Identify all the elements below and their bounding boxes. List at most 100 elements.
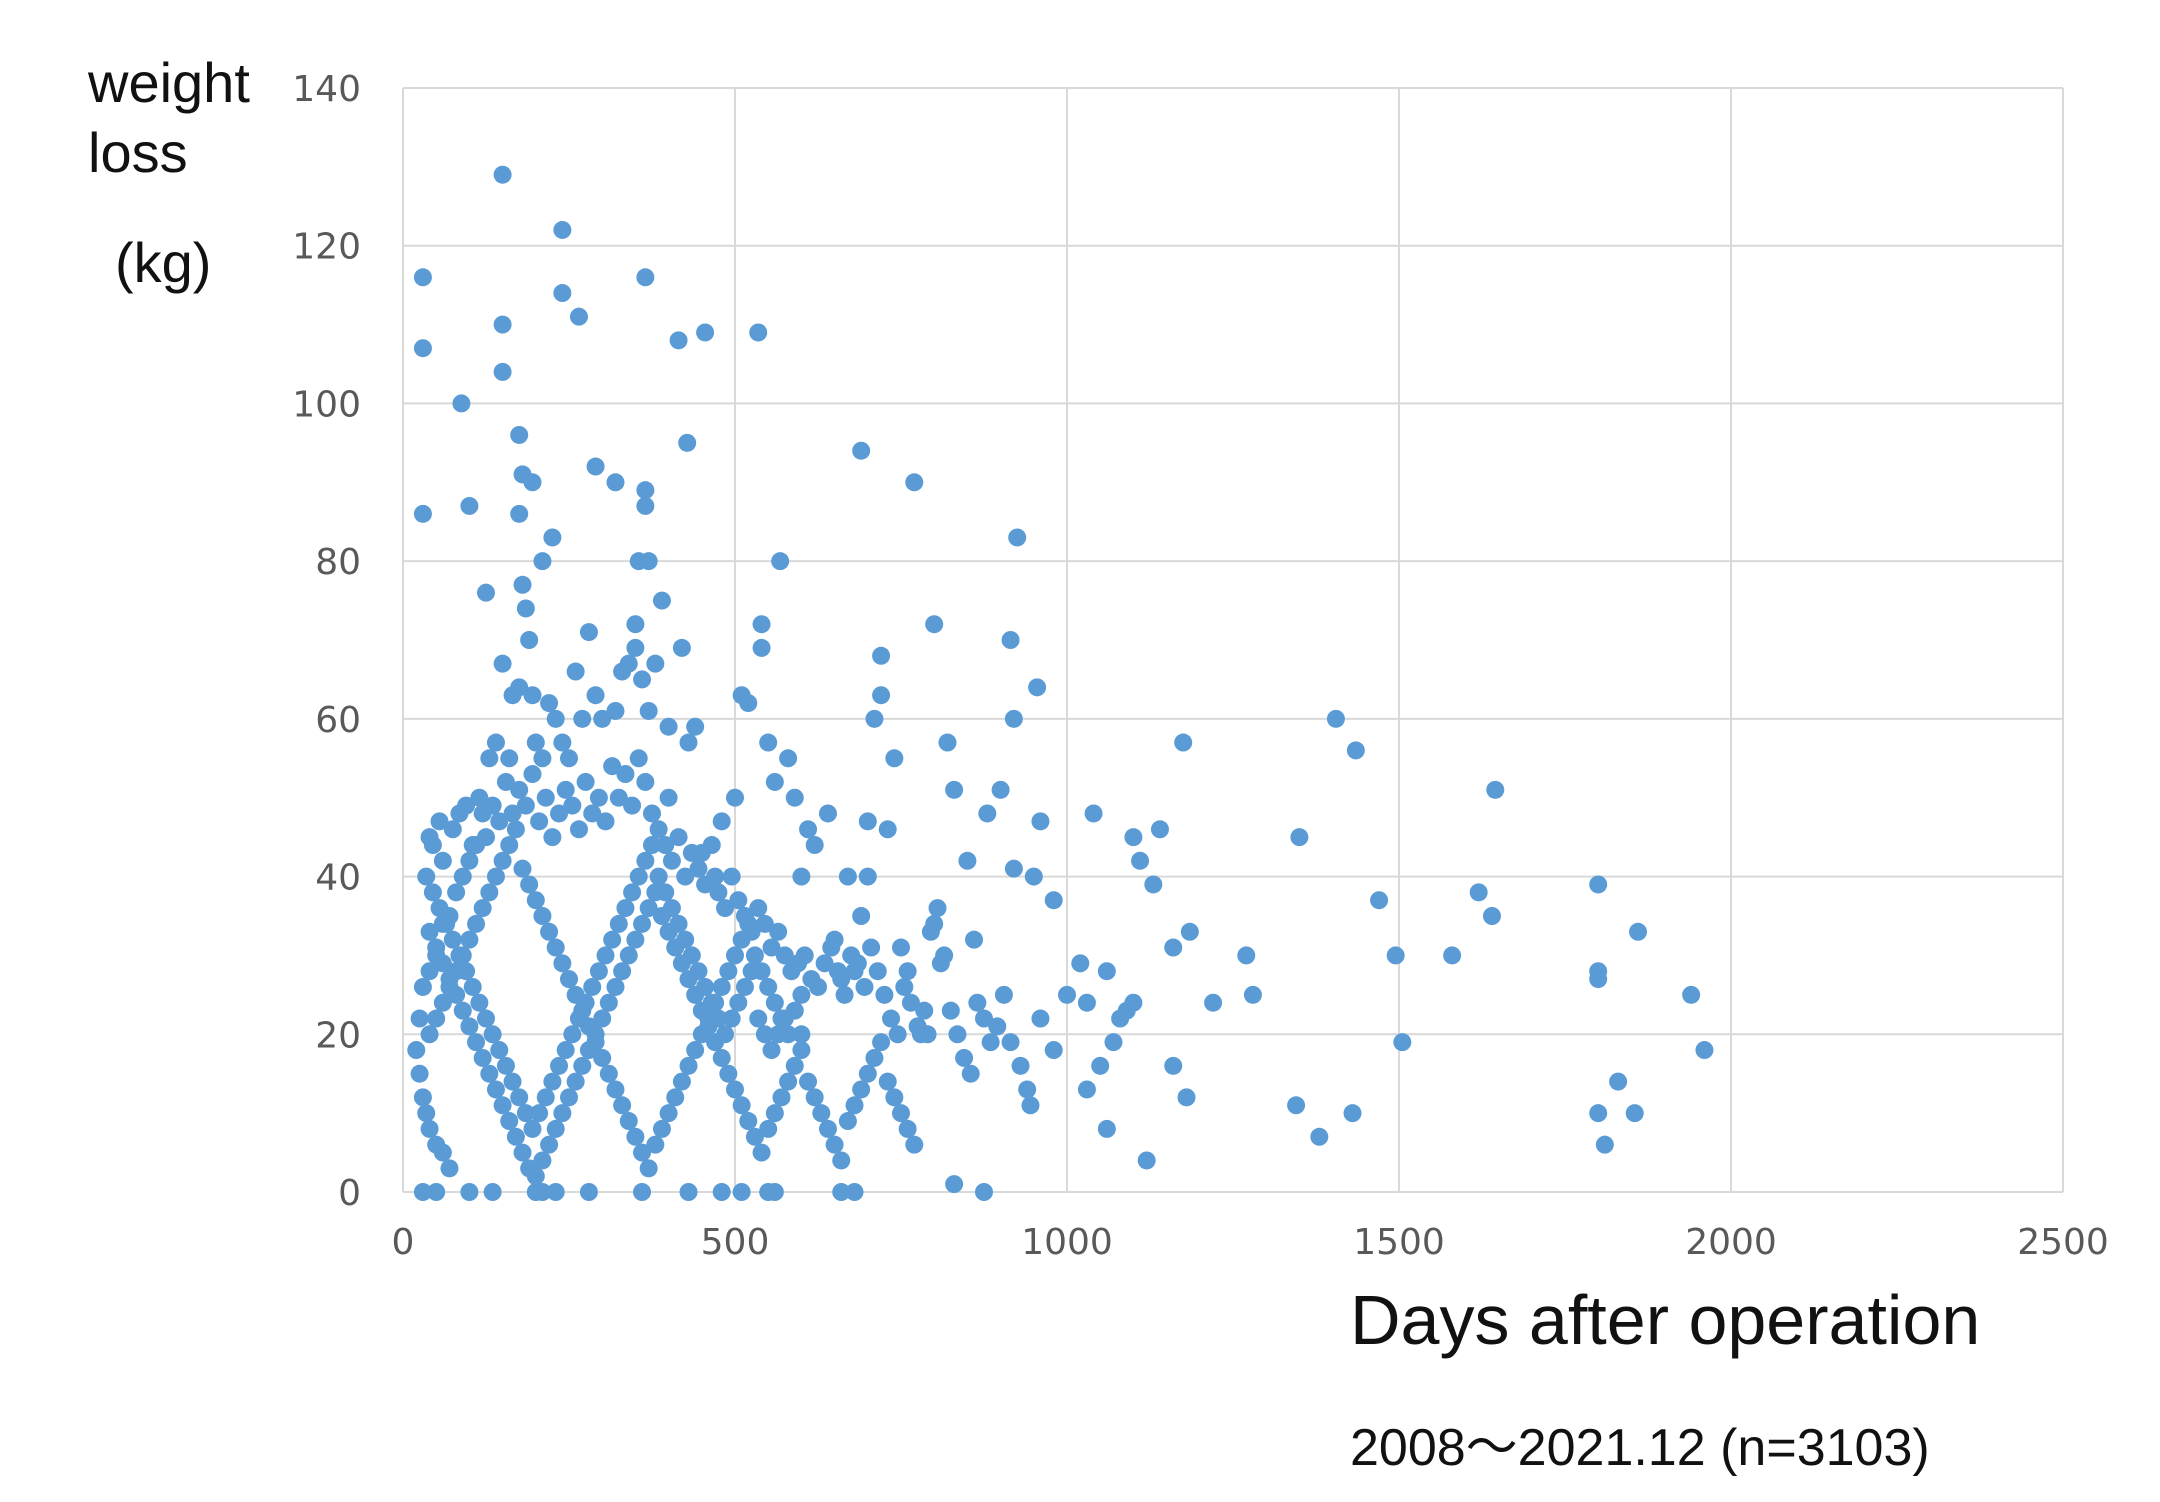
data-point [771, 552, 790, 571]
data-point [1077, 993, 1096, 1012]
data-point [483, 796, 502, 815]
x-tick-label: 1500 [1353, 1222, 1445, 1263]
data-point [799, 1072, 818, 1091]
data-point [765, 1104, 784, 1123]
data-point [633, 1183, 652, 1201]
y-tick-label: 20 [315, 1015, 361, 1056]
data-point [477, 828, 495, 847]
data-point [427, 938, 446, 957]
data-point [872, 686, 891, 705]
data-point [1001, 1033, 1020, 1052]
data-point [872, 1033, 891, 1052]
data-point [1346, 741, 1365, 760]
data-point [573, 1056, 592, 1075]
data-point [1104, 1033, 1123, 1052]
data-point [1028, 678, 1047, 697]
data-point [636, 851, 655, 870]
x-tick-label: 0 [392, 1222, 415, 1263]
data-point [832, 1151, 851, 1170]
data-point [460, 496, 479, 515]
data-point [895, 977, 914, 996]
data-point [795, 946, 814, 965]
data-point [792, 985, 811, 1004]
data-point [1310, 1127, 1329, 1146]
data-point [1164, 938, 1183, 957]
data-point [493, 315, 512, 334]
data-point [769, 922, 788, 941]
data-point [1174, 733, 1193, 752]
data-point [553, 220, 572, 239]
data-point [407, 1041, 426, 1060]
data-point [447, 883, 466, 902]
data-point [530, 1104, 549, 1123]
y-tick-label: 120 [292, 227, 361, 268]
data-point [516, 1104, 535, 1123]
data-point [732, 686, 751, 705]
y-tick-label: 0 [338, 1173, 361, 1214]
data-point [878, 820, 897, 839]
data-point [726, 1080, 744, 1099]
data-point [755, 1025, 774, 1044]
data-point [477, 583, 495, 602]
x-tick-label: 2000 [1685, 1222, 1777, 1263]
data-point [540, 694, 559, 713]
data-point [759, 733, 778, 752]
data-point [546, 1119, 565, 1138]
data-point [805, 1088, 824, 1107]
data-point [629, 867, 648, 886]
data-point [523, 686, 542, 705]
data-point [852, 441, 871, 460]
data-point [785, 788, 804, 807]
data-point [852, 907, 871, 925]
data-point [636, 268, 655, 287]
data-point [586, 1033, 605, 1052]
data-point [470, 788, 489, 807]
data-point [1044, 891, 1063, 910]
data-point [516, 796, 535, 815]
data-point [892, 938, 910, 957]
data-point [775, 946, 794, 965]
data-point [430, 899, 449, 918]
data-point [892, 1104, 910, 1123]
data-point [546, 938, 565, 957]
data-point [480, 749, 499, 768]
data-point [639, 899, 658, 918]
data-point [523, 765, 542, 784]
data-point [1343, 1104, 1362, 1123]
y-tick-label: 40 [315, 858, 361, 899]
y-axis-label-line-3: (kg) [115, 231, 212, 294]
data-point [452, 394, 471, 413]
data-point [792, 1041, 811, 1060]
data-point [566, 662, 585, 681]
data-point [646, 654, 665, 673]
data-point [486, 733, 505, 752]
data-point [682, 843, 701, 862]
data-point [858, 812, 877, 831]
data-point [752, 638, 771, 657]
data-point [619, 946, 638, 965]
data-point [1180, 922, 1199, 941]
data-point [1097, 962, 1116, 981]
data-point [619, 1112, 638, 1131]
data-point [775, 1009, 794, 1028]
data-point [818, 804, 837, 823]
data-point [702, 993, 721, 1012]
data-point [1482, 907, 1501, 925]
data-point [460, 930, 479, 949]
data-point [646, 1135, 665, 1154]
data-point [749, 899, 768, 918]
data-point [579, 1183, 598, 1201]
data-point [988, 1017, 1007, 1036]
data-point [606, 473, 625, 492]
data-point [702, 836, 721, 855]
data-point [463, 836, 482, 855]
data-point [493, 1096, 512, 1115]
data-point [762, 938, 781, 957]
data-point [719, 1064, 738, 1083]
data-point [679, 1056, 698, 1075]
data-point [589, 962, 608, 981]
data-point [1008, 528, 1027, 547]
data-point [815, 954, 834, 973]
data-point [941, 1001, 960, 1020]
data-point [709, 1009, 728, 1028]
